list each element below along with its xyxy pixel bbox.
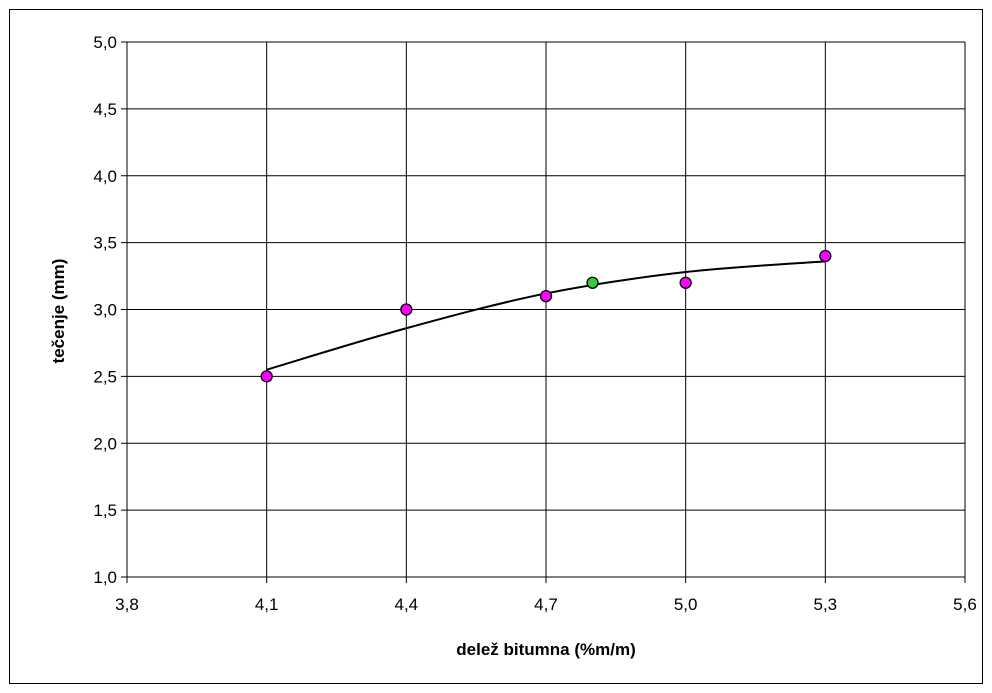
- x-tick-label: 5,6: [953, 595, 977, 614]
- data-points: [260, 249, 832, 383]
- data-point: [260, 370, 273, 383]
- grid-layer: [127, 41, 966, 577]
- x-tick-label: 3,8: [115, 595, 139, 614]
- data-point: [679, 276, 692, 289]
- x-tick-label: 5,3: [814, 595, 838, 614]
- y-tick-label: 3,0: [93, 301, 117, 320]
- chart-frame: [9, 9, 983, 684]
- x-tick-label: 4,1: [255, 595, 279, 614]
- x-tick-label: 5,0: [674, 595, 698, 614]
- axis-layer: [121, 41, 966, 583]
- y-tick-label: 1,5: [93, 501, 117, 520]
- y-tick-label: 2,5: [93, 367, 117, 386]
- y-tick-label: 4,5: [93, 100, 117, 119]
- y-tick-label: 5,0: [93, 33, 117, 52]
- y-tick-label: 2,0: [93, 434, 117, 453]
- y-tick-label: 1,0: [93, 568, 117, 587]
- tick-labels: 1,0 1,5 2,0 2,5 3,0 3,5 4,0 4,5 5,0 3,8 4,1 4,4 4,7 5…: [93, 33, 976, 614]
- x-tick-label: 4,4: [395, 595, 419, 614]
- y-axis-title: tečenje (mm): [49, 259, 68, 364]
- x-tick-label: 4,7: [534, 595, 558, 614]
- x-axis-title: delež bitumna (%m/m): [456, 640, 635, 659]
- y-tick-label: 4,0: [93, 167, 117, 186]
- data-point: [819, 249, 832, 263]
- y-tick-label: 3,5: [93, 234, 117, 253]
- data-point: [539, 289, 553, 303]
- data-point: [400, 303, 413, 316]
- data-point: [586, 276, 599, 289]
